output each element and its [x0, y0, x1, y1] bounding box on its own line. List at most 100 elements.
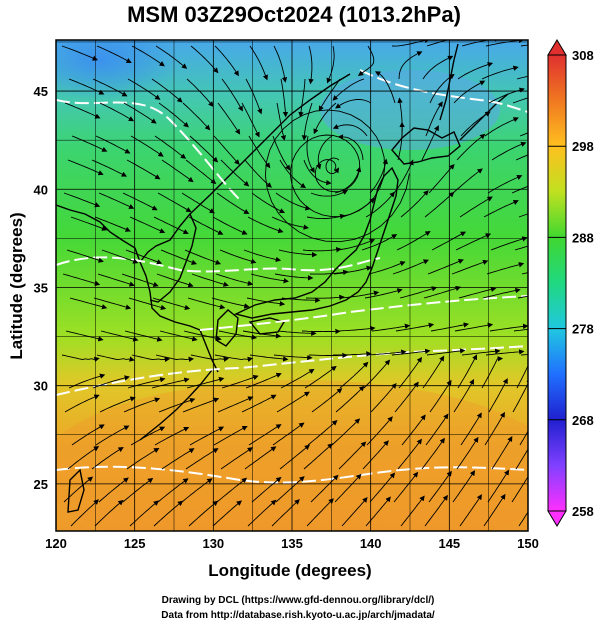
- wind-streamline: [456, 133, 486, 161]
- wind-streamline: [453, 378, 475, 413]
- wind-streamline: [276, 102, 286, 141]
- wind-streamline: [313, 102, 337, 135]
- wind-streamline: [428, 164, 455, 194]
- wind-streamline: [332, 78, 365, 101]
- wind-streamline: [61, 354, 100, 362]
- wind-streamline: [247, 499, 277, 527]
- wind-streamline: [99, 102, 135, 122]
- wind-streamline: [94, 499, 124, 527]
- wind-streamline: [186, 376, 225, 389]
- wind-streamline: [160, 249, 198, 265]
- wind-streamline: [281, 297, 321, 303]
- y-axis-ticks: 25 30 35 40 45: [34, 84, 48, 492]
- wind-streamline: [127, 377, 166, 389]
- hokkaido: [391, 127, 461, 165]
- wind-streamline: [481, 65, 519, 80]
- wind-streamline: [459, 494, 482, 527]
- wind-streamline: [367, 349, 407, 356]
- wind-streamline: [309, 269, 349, 276]
- colorbar-tick-label: 288: [572, 230, 594, 245]
- wind-streamline: [211, 297, 250, 309]
- wind-streamline: [399, 286, 438, 299]
- wind-streamline: [250, 273, 289, 284]
- wind-streamline: [333, 265, 373, 275]
- isotherm-5: [56, 465, 528, 484]
- wind-streamline: [429, 73, 455, 104]
- wind-streamline: [188, 500, 219, 527]
- wind-streamline: [181, 192, 215, 214]
- wind-streamline: [452, 470, 476, 503]
- wind-streamline: [456, 436, 479, 470]
- isotherm-1: [56, 99, 241, 201]
- wind-streamline: [517, 295, 528, 299]
- wind-streamline: [423, 285, 462, 299]
- wind-streamline: [153, 500, 184, 527]
- wind-streamline: [306, 498, 334, 527]
- wind-streamline: [511, 185, 528, 194]
- wind-streamline: [428, 470, 452, 503]
- wind-streamline: [131, 45, 165, 67]
- colorbar-min-arrow: [547, 510, 567, 527]
- wind-streamline: [395, 322, 435, 332]
- wind-streamline: [374, 71, 396, 104]
- wind-streamline: [333, 351, 372, 357]
- wind-streamline: [274, 273, 314, 281]
- wind-streamline: [394, 381, 419, 413]
- x-axis-ticks: 120 125 130 135 140 145 150: [45, 536, 539, 551]
- wind-streamline: [100, 330, 139, 342]
- wind-streamline: [275, 192, 311, 211]
- colorbar-tick-label: 278: [572, 322, 594, 337]
- wind-streamline: [69, 297, 108, 310]
- colorbar-max-arrow: [547, 39, 567, 56]
- wind-streamline: [457, 62, 494, 80]
- wind-streamline: [307, 419, 338, 446]
- wind-streamline: [159, 330, 198, 342]
- wind-streamline: [519, 132, 528, 137]
- wind-streamline: [157, 192, 192, 213]
- wind-streamline: [67, 445, 100, 470]
- wind-streamline: [451, 259, 489, 275]
- cyclone-spiral: [264, 109, 410, 243]
- colorbar-tick-label: 268: [572, 413, 594, 428]
- colorbar-tick-label: 298: [572, 139, 594, 154]
- wind-streamline: [70, 499, 99, 527]
- wind-streamline: [280, 78, 289, 118]
- x-axis-label: Longitude (degrees): [208, 561, 371, 580]
- wind-streamline: [154, 135, 187, 159]
- wind-streamline: [244, 159, 272, 188]
- wind-streamline: [365, 191, 395, 218]
- wind-streamline: [422, 55, 454, 80]
- wind-streamline: [325, 157, 340, 174]
- wind-streamline: [217, 102, 241, 135]
- colorbar: 258 268 278 288 298 308: [547, 39, 594, 527]
- wind-streamline: [122, 477, 154, 503]
- wind-streamline: [216, 192, 250, 215]
- wind-streamline: [397, 121, 405, 161]
- isotherm-4: [56, 345, 528, 396]
- wind-streamline: [514, 245, 528, 251]
- wind-streamline: [126, 159, 161, 180]
- wind-streamline: [249, 45, 268, 81]
- wind-streamline: [97, 273, 135, 287]
- wind-streamline: [461, 40, 500, 47]
- wind-streamline: [424, 191, 455, 218]
- wind-streamline: [98, 192, 135, 209]
- wind-streamline: [153, 216, 189, 234]
- wind-streamline: [251, 192, 286, 214]
- korea-peninsula: [139, 212, 197, 303]
- wind-streamline: [152, 297, 191, 310]
- wind-streamline: [66, 249, 104, 263]
- wind-streamline: [123, 102, 157, 124]
- wind-streamline: [430, 322, 470, 332]
- wind-streamline: [335, 99, 372, 109]
- wind-streamline: [311, 388, 343, 413]
- wind-streamline: [303, 443, 333, 470]
- wind-streamline: [515, 154, 528, 161]
- wind-streamline: [302, 246, 342, 253]
- wind-streamline: [95, 135, 131, 154]
- wind-streamline: [486, 262, 525, 275]
- wind-streamline: [241, 394, 277, 413]
- wind-streamline: [425, 413, 449, 446]
- wind-streamline: [278, 249, 318, 258]
